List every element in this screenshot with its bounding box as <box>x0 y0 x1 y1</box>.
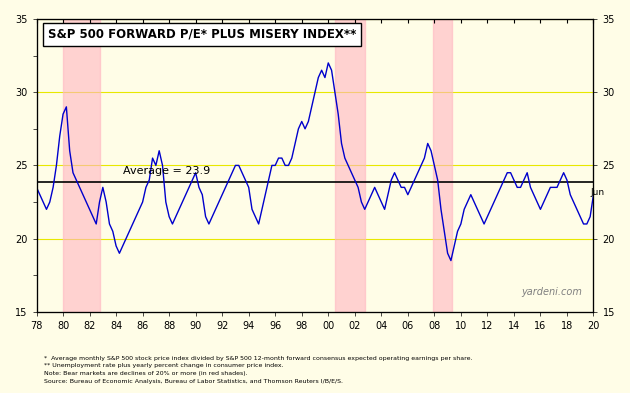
Bar <box>335 19 365 312</box>
Text: Average = 23.9: Average = 23.9 <box>123 166 210 176</box>
Text: Source: Bureau of Economic Analysis, Bureau of Labor Statistics, and Thomson Reu: Source: Bureau of Economic Analysis, Bur… <box>44 379 343 384</box>
Text: Note: Bear markets are declines of 20% or more (in red shades).: Note: Bear markets are declines of 20% o… <box>44 371 248 376</box>
Bar <box>63 19 100 312</box>
Text: yardeni.com: yardeni.com <box>522 287 582 297</box>
Text: ** Unemployment rate plus yearly percent change in consumer price index.: ** Unemployment rate plus yearly percent… <box>44 364 284 369</box>
Text: *  Average monthly S&P 500 stock price index divided by S&P 500 12-month forward: * Average monthly S&P 500 stock price in… <box>44 356 472 361</box>
Text: Jun: Jun <box>591 188 605 196</box>
Bar <box>433 19 452 312</box>
Text: S&P 500 FORWARD P/E* PLUS MISERY INDEX**: S&P 500 FORWARD P/E* PLUS MISERY INDEX** <box>48 28 356 41</box>
